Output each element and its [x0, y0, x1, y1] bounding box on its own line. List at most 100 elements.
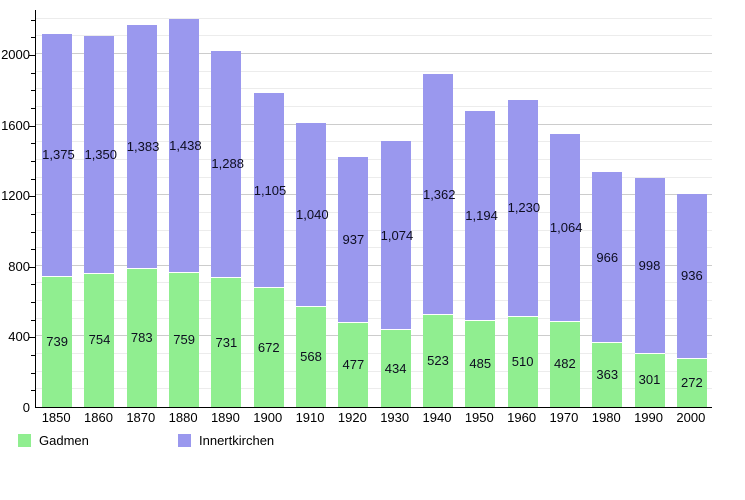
y-axis-tick	[29, 266, 35, 268]
x-axis-tick-label: 1950	[464, 410, 494, 425]
bar-segment-gadmen	[84, 273, 115, 407]
bar-segment-innertkirchen	[253, 93, 284, 289]
bar-segment-innertkirchen	[676, 193, 707, 359]
bar-value-label-innertkirchen: 1,064	[549, 220, 583, 236]
bar-segment-gadmen	[126, 268, 157, 407]
bar-segment-innertkirchen	[465, 110, 496, 322]
gridline-minor	[36, 176, 712, 178]
bar-value-label-gadmen: 523	[427, 352, 449, 368]
y-axis-tick	[31, 107, 35, 109]
plot-area: 739 1,375 754 1,350 783 1,383 759 1,438 731 1,288…	[35, 10, 712, 408]
bar-segment-gadmen	[507, 317, 538, 407]
x-axis-tick-label: 1870	[126, 410, 156, 425]
bar-segment-gadmen	[592, 342, 623, 407]
y-axis-tick	[29, 196, 35, 198]
bar-column-1990: 301 998	[634, 177, 665, 407]
gridline-minor	[36, 158, 712, 160]
x-axis-tick-label: 1900	[253, 410, 283, 425]
y-axis-tick	[29, 337, 35, 339]
bar-segment-innertkirchen	[634, 177, 665, 354]
bar-column-1960: 510 1,230	[507, 99, 541, 407]
gridline-major	[36, 123, 712, 125]
y-axis-tick	[31, 231, 35, 233]
x-axis-tick-label: 1880	[168, 410, 198, 425]
bar-segment-innertkirchen	[422, 74, 453, 315]
bar-value-label-innertkirchen: 937	[342, 232, 365, 248]
bar-value-label-gadmen: 434	[384, 360, 407, 376]
x-axis-tick-label: 1940	[422, 410, 452, 425]
x-axis-tick-label: 1970	[549, 410, 579, 425]
bar-segment-innertkirchen	[338, 157, 369, 323]
y-axis-tick	[31, 213, 35, 215]
x-axis-tick-label: 1860	[84, 410, 113, 425]
gridline-minor	[36, 70, 712, 72]
x-axis-tick-label: 1990	[634, 410, 663, 425]
bar-segment-gadmen	[380, 330, 411, 407]
bar-value-label-innertkirchen: 1,105	[253, 182, 287, 198]
bar-segment-innertkirchen	[42, 33, 73, 277]
chart-legend: Gadmen Innertkirchen	[0, 433, 745, 449]
bar-value-label-innertkirchen: 936	[680, 268, 703, 284]
y-axis-tick-label: 1200	[1, 188, 30, 204]
bar-column-1920: 477 937	[338, 157, 369, 407]
y-axis-tick-label: 400	[8, 329, 30, 345]
bar-value-label-innertkirchen: 1,375	[42, 147, 75, 163]
bar-value-label-innertkirchen: 966	[596, 249, 619, 265]
bar-segment-innertkirchen	[380, 140, 411, 331]
bar-segment-innertkirchen	[592, 172, 623, 343]
bar-value-label-gadmen: 482	[554, 356, 576, 372]
bar-segment-innertkirchen	[296, 123, 327, 307]
bar-value-label-innertkirchen: 1,383	[126, 138, 160, 154]
y-axis-tick	[29, 125, 35, 127]
y-axis-tick	[31, 37, 35, 39]
bar-value-label-innertkirchen: 1,438	[169, 138, 202, 154]
y-axis-tick	[31, 319, 35, 321]
bar-segment-gadmen	[634, 353, 665, 407]
gridline-minor	[36, 282, 712, 284]
bar-column-1970: 482 1,064	[549, 134, 583, 407]
legend-label: Gadmen	[39, 433, 89, 448]
x-axis-tick-label: 1980	[591, 410, 621, 425]
bar-segment-gadmen	[253, 288, 284, 407]
y-axis-tick	[31, 302, 35, 304]
bar-value-label-gadmen: 739	[46, 333, 68, 349]
bar-value-label-innertkirchen: 1,194	[465, 208, 498, 224]
bar-value-label-innertkirchen: 998	[638, 257, 661, 273]
bar-value-label-gadmen: 301	[638, 372, 661, 388]
gridline-minor	[36, 17, 712, 19]
bar-segment-gadmen	[549, 321, 580, 407]
x-axis-tick-label: 2000	[676, 410, 706, 425]
bar-value-label-innertkirchen: 1,230	[507, 200, 541, 216]
x-axis-tick-label: 1910	[295, 410, 325, 425]
bar-value-label-innertkirchen: 1,362	[422, 186, 456, 202]
x-axis-tick-label: 1850	[41, 410, 71, 425]
gridline-minor	[36, 388, 712, 390]
bar-value-label-innertkirchen: 1,288	[211, 156, 244, 172]
y-axis-tick	[31, 372, 35, 374]
bar-segment-innertkirchen	[549, 134, 580, 322]
bar-value-label-gadmen: 783	[130, 329, 153, 345]
bar-value-label-gadmen: 510	[511, 354, 534, 369]
bar-segment-gadmen	[338, 322, 369, 407]
legend-swatch-gadmen	[18, 434, 31, 447]
bar-column-1880: 759 1,438	[169, 19, 202, 407]
gridline-minor	[36, 370, 712, 372]
bar-column-1980: 363 966	[592, 172, 623, 407]
bar-segment-gadmen	[296, 306, 327, 407]
bar-value-label-gadmen: 731	[215, 334, 238, 350]
y-axis-tick-label: 0	[22, 400, 30, 415]
gridline-minor	[36, 35, 712, 37]
bar-segment-gadmen	[676, 359, 707, 407]
x-axis-tick-label: 1890	[210, 410, 240, 425]
y-axis-tick	[31, 249, 35, 251]
bar-value-label-gadmen: 485	[469, 356, 492, 372]
bar-column-1910: 568 1,040	[296, 123, 329, 407]
y-axis-tick	[29, 55, 35, 56]
y-axis-tick	[31, 19, 35, 21]
bar-segment-gadmen	[211, 277, 242, 407]
gridline-minor	[36, 300, 712, 302]
y-axis-tick	[31, 160, 35, 162]
x-axis-tick-label: 1930	[380, 410, 410, 425]
bar-segment-innertkirchen	[126, 24, 157, 269]
bar-segment-gadmen	[169, 273, 200, 407]
